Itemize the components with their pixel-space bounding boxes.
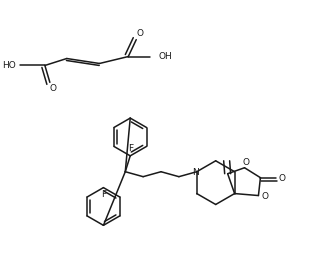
- Text: N: N: [192, 168, 199, 177]
- Text: O: O: [137, 29, 144, 38]
- Text: HO: HO: [2, 61, 16, 70]
- Text: O: O: [49, 84, 56, 93]
- Text: F: F: [128, 144, 133, 153]
- Text: O: O: [242, 158, 249, 167]
- Text: F: F: [101, 190, 106, 199]
- Text: O: O: [262, 192, 269, 201]
- Text: OH: OH: [158, 52, 172, 61]
- Text: O: O: [279, 174, 286, 183]
